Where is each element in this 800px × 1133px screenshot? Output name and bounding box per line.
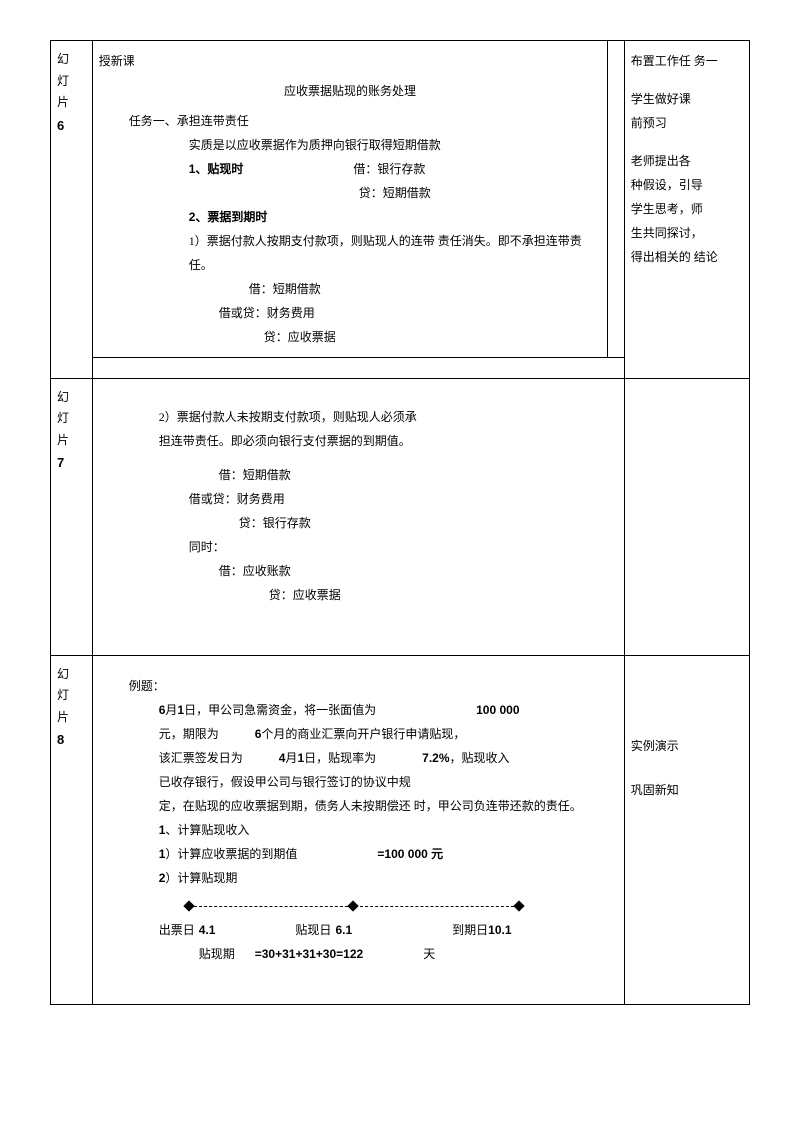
lesson-table: 幻 灯 片 6 授新课 应收票据贴现的账务处理 任务一、承担连带责任 实质是以应…	[50, 40, 750, 1005]
slide-7-notes-cell	[624, 378, 749, 655]
text-line: 担连带责任。即必须向银行支付票据的到期值。	[99, 429, 618, 453]
note-line: 巩固新知	[631, 778, 743, 802]
text-line: 1）票据付款人按期支付款项，则贴现人的连带 责任消失。即不承担连带责任。	[99, 229, 602, 277]
slide-label: 片	[57, 430, 86, 452]
text-line: 该汇票签发日为 4月1日，贴现率为 7.2%，贴现收入	[99, 746, 618, 770]
text-line: 1）计算应收票据的到期值 =100 000 元	[99, 842, 618, 866]
text-line: 贴现期 =30+31+31+30=122 天	[99, 942, 618, 966]
text-line: 定，在贴现的应收票据到期，债务人未按期偿还 时，甲公司负连带还款的责任。	[99, 794, 618, 818]
text-line: 贷：应收票据	[99, 583, 618, 607]
text-line: 1、计算贴现收入	[99, 818, 618, 842]
slide-number: 7	[57, 451, 86, 474]
slide-number: 6	[57, 114, 86, 137]
slide-8-content-cell: 例题： 6月1日，甲公司急需资金，将一张面值为 100 000 元，期限为 6个…	[92, 655, 624, 1004]
note-line: 实例演示	[631, 734, 743, 758]
text-line: 借或贷：财务费用	[99, 301, 602, 325]
text-line: 任务一、承担连带责任	[99, 109, 602, 133]
text-line: 例题：	[99, 674, 618, 698]
text-line: 借：短期借款	[99, 463, 618, 487]
text-line: 授新课	[99, 49, 602, 73]
slide-7-content-cell: 2）票据付款人未按期支付款项，则贴现人必须承 担连带责任。即必须向银行支付票据的…	[92, 378, 624, 655]
slide-7-label-cell: 幻 灯 片 7	[51, 378, 93, 655]
slide-label: 幻 灯	[57, 49, 86, 92]
text-line: 贷：银行存款	[99, 511, 618, 535]
text-line: 1、贴现时 借：银行存款	[99, 157, 602, 181]
slide-8-row: 幻 灯 片 8 例题： 6月1日，甲公司急需资金，将一张面值为 100 000 …	[51, 655, 750, 1004]
text-line: 借或贷：财务费用	[99, 487, 618, 511]
text-line: 借：短期借款	[99, 277, 602, 301]
text-line: 2、票据到期时	[99, 205, 602, 229]
timeline-labels: 出票日 4.1 贴现日 6.1 到期日 10.1	[99, 918, 618, 942]
text-line: 贷：短期借款	[99, 181, 602, 205]
section-title: 应收票据贴现的账务处理	[99, 79, 602, 103]
timeline-diagram	[189, 900, 519, 914]
slide-number: 8	[57, 728, 86, 751]
slide-7-row: 幻 灯 片 7 2）票据付款人未按期支付款项，则贴现人必须承 担连带责任。即必须…	[51, 378, 750, 655]
text-line: 同时：	[99, 535, 618, 559]
note-line: 生共同探讨，	[631, 221, 743, 245]
note-line: 布置工作任 务一	[631, 49, 743, 73]
note-line: 老师提出各	[631, 149, 743, 173]
slide-label: 幻 灯	[57, 387, 86, 430]
text-line: 元，期限为 6个月的商业汇票向开户银行申请贴现，	[99, 722, 618, 746]
note-line: 学生做好课	[631, 87, 743, 111]
note-line: 学生思考，师	[631, 197, 743, 221]
text-line: 已收存银行，假设甲公司与银行签订的协议中规	[99, 770, 618, 794]
slide-6-row: 幻 灯 片 6 授新课 应收票据贴现的账务处理 任务一、承担连带责任 实质是以应…	[51, 41, 750, 379]
slide-6-content-cell: 授新课 应收票据贴现的账务处理 任务一、承担连带责任 实质是以应收票据作为质押向…	[92, 41, 624, 379]
slide-6-label-cell: 幻 灯 片 6	[51, 41, 93, 379]
note-line: 前预习	[631, 111, 743, 135]
text-line: 2）计算贴现期	[99, 866, 618, 890]
slide-label: 片	[57, 707, 86, 729]
text-line: 借：应收账款	[99, 559, 618, 583]
text-line: 6月1日，甲公司急需资金，将一张面值为 100 000	[99, 698, 618, 722]
text-line: 贷：应收票据	[99, 325, 602, 349]
note-line: 得出相关的 结论	[631, 245, 743, 269]
text-line: 2）票据付款人未按期支付款项，则贴现人必须承	[99, 405, 618, 429]
note-line: 种假设，引导	[631, 173, 743, 197]
text-line: 实质是以应收票据作为质押向银行取得短期借款	[99, 133, 602, 157]
slide-8-label-cell: 幻 灯 片 8	[51, 655, 93, 1004]
slide-label: 片	[57, 92, 86, 114]
slide-6-notes-cell: 布置工作任 务一 学生做好课 前预习 老师提出各 种假设，引导 学生思考，师 生…	[624, 41, 749, 379]
slide-8-notes-cell: 实例演示 巩固新知	[624, 655, 749, 1004]
slide-label: 幻 灯	[57, 664, 86, 707]
